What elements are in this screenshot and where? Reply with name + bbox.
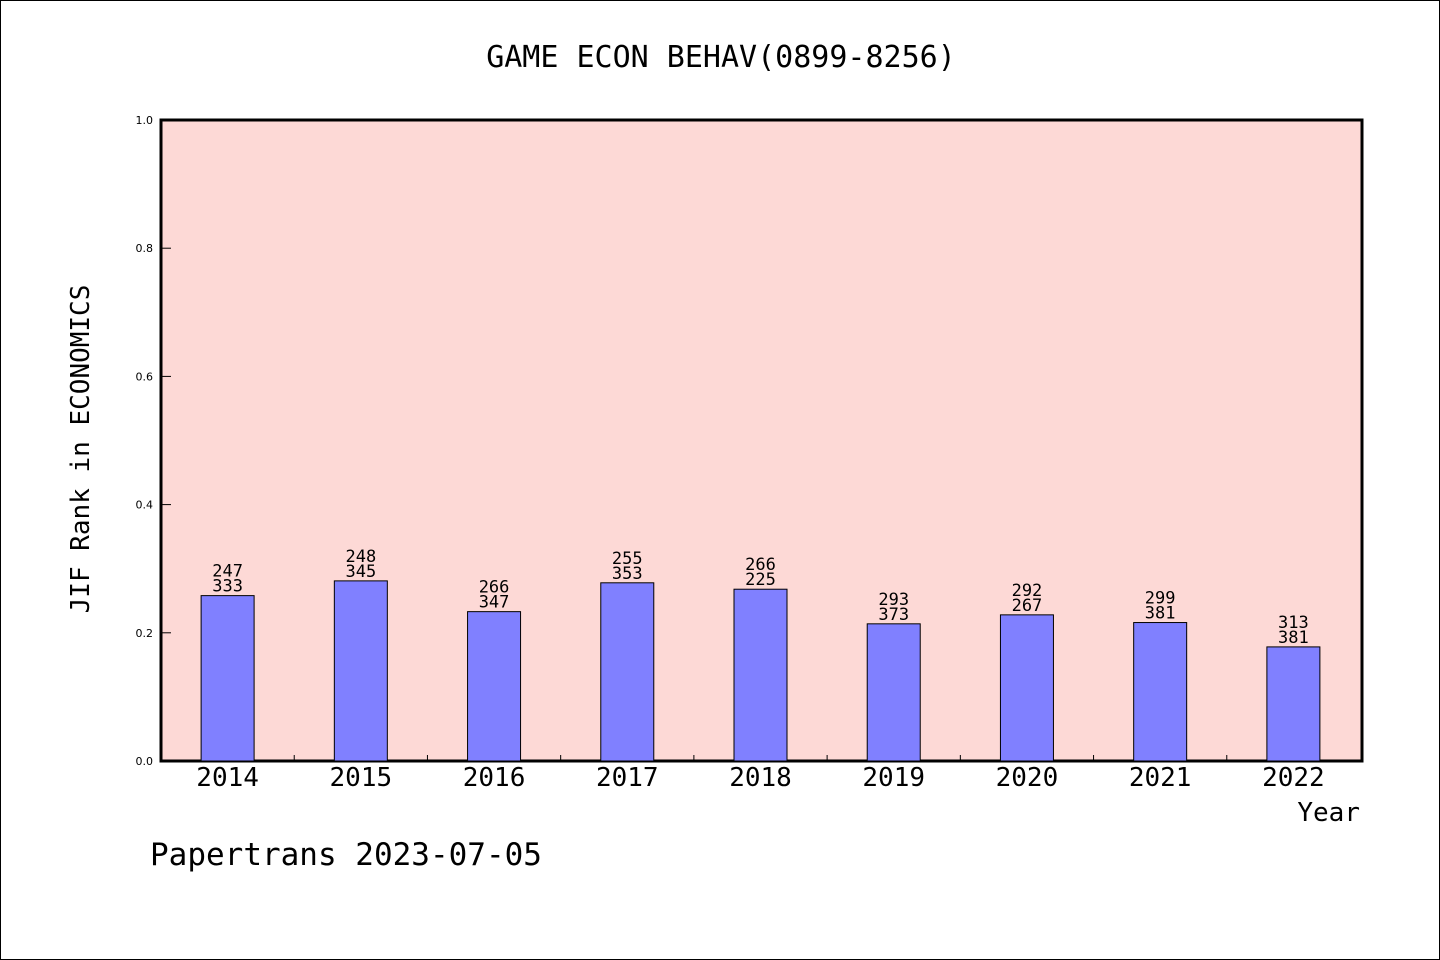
bar-2022 [1266, 646, 1321, 762]
x-tick-label: 2021 [1129, 763, 1192, 793]
bar-label-upper: 293 [878, 590, 909, 610]
x-tick-label: 2022 [1262, 763, 1325, 793]
footer-credit: Papertrans 2023-07-05 [150, 837, 542, 873]
bar-label-lower: 347 [479, 593, 510, 613]
x-tick-label: 2019 [862, 763, 925, 793]
bar-label-upper: 247 [212, 562, 243, 582]
bar-label-lower: 381 [1278, 628, 1309, 648]
x-tick-label: 2016 [463, 763, 526, 793]
bar-label-lower: 333 [212, 577, 243, 597]
x-axis-label: Year [1297, 798, 1360, 828]
bar-2020 [999, 614, 1054, 762]
bar-2018 [733, 588, 788, 762]
x-axis: 2014 2015 2016 2017 2018 2019 2020 2021 2022 [196, 755, 1325, 793]
bar-2017 [600, 582, 655, 762]
bar-label-upper: 292 [1012, 581, 1043, 601]
x-tick-label: 2018 [729, 763, 792, 793]
bar-label-lower: 225 [745, 570, 776, 590]
bar-label-upper: 255 [612, 549, 643, 569]
bar-2019 [866, 623, 921, 762]
bar-label-upper: 266 [479, 578, 510, 598]
y-axis: 0.0 0.2 0.4 0.6 0.8 1.0 [136, 114, 171, 768]
x-tick-label: 2014 [196, 763, 259, 793]
bar-label-upper: 313 [1278, 613, 1309, 633]
bar-label-upper: 266 [745, 555, 776, 575]
bar-2016 [467, 611, 522, 762]
y-axis-label: JIF Rank in ECONOMICS [66, 285, 96, 614]
y-tick-label: 0.2 [136, 627, 154, 640]
bar-label-upper: 299 [1145, 589, 1176, 609]
bar-label-lower: 267 [1012, 596, 1043, 616]
bar-label-lower: 345 [345, 562, 376, 582]
bar-label-upper: 248 [345, 547, 376, 567]
x-tick-label: 2017 [596, 763, 659, 793]
bar-label-lower: 353 [612, 564, 643, 584]
y-tick-label: 0.8 [136, 242, 154, 255]
y-tick-label: 0.6 [136, 370, 154, 383]
bar-2015 [333, 580, 388, 762]
x-tick-label: 2015 [330, 763, 393, 793]
y-tick-label: 1.0 [136, 114, 154, 127]
y-tick-label: 0.0 [136, 755, 154, 768]
bar-2014 [200, 595, 255, 762]
bar-2021 [1133, 622, 1188, 762]
x-tick-label: 2020 [996, 763, 1059, 793]
bar-label-lower: 381 [1145, 604, 1176, 624]
y-tick-label: 0.4 [136, 499, 154, 512]
chart-title: GAME ECON BEHAV(0899-8256) [486, 40, 956, 75]
bar-label-lower: 373 [878, 605, 909, 625]
